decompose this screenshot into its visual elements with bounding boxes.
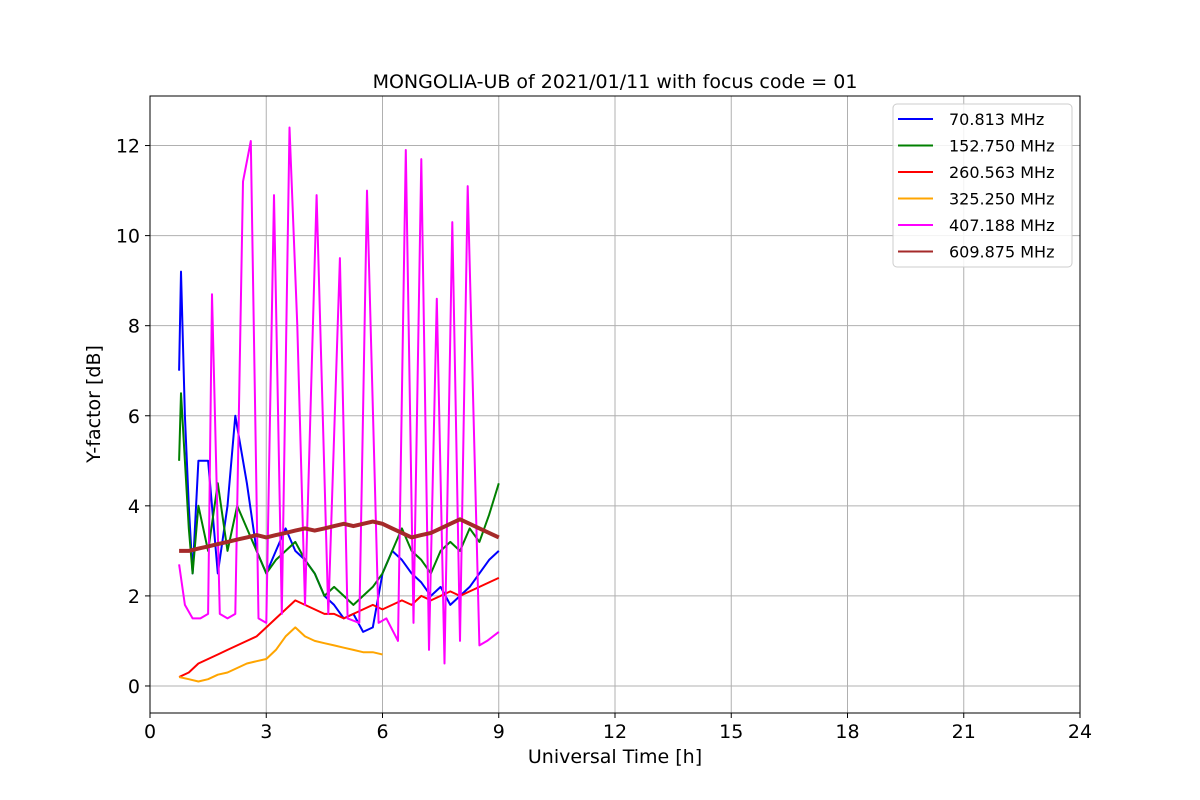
y-tick-label: 0 [128, 676, 140, 698]
legend: 70.813 MHz 152.750 MHz 260.563 MHz 325.250 … [892, 103, 1073, 268]
x-tick-label: 21 [952, 721, 976, 743]
legend-label-5: 609.875 MHz [949, 243, 1054, 262]
y-axis-ticks: 0 2 4 6 8 10 12 [116, 136, 150, 698]
x-tick-label: 9 [493, 721, 505, 743]
y-tick-label: 4 [128, 496, 140, 518]
x-tick-label: 3 [260, 721, 272, 743]
series-line-3 [178, 626, 383, 683]
x-tick-label: 24 [1068, 721, 1092, 743]
x-tick-label: 12 [603, 721, 627, 743]
legend-label-3: 325.250 MHz [949, 190, 1054, 209]
legend-label-2: 260.563 MHz [949, 163, 1054, 182]
series-line-4 [178, 126, 500, 665]
chart-title: MONGOLIA-UB of 2021/01/11 with focus cod… [373, 71, 858, 93]
x-tick-label: 0 [144, 721, 156, 743]
x-axis-label: Universal Time [h] [528, 746, 702, 768]
y-tick-label: 10 [116, 226, 140, 248]
y-tick-label: 6 [128, 406, 140, 428]
y-tick-label: 2 [128, 586, 140, 608]
x-tick-label: 18 [835, 721, 859, 743]
y-axis-label: Y-factor [dB] [83, 345, 105, 464]
series-line-5 [179, 517, 500, 553]
legend-label-0: 70.813 MHz [949, 110, 1044, 129]
x-tick-label: 6 [376, 721, 388, 743]
legend-label-1: 152.750 MHz [949, 137, 1054, 156]
y-tick-label: 8 [128, 316, 140, 338]
legend-label-4: 407.188 MHz [949, 216, 1054, 235]
x-tick-label: 15 [719, 721, 743, 743]
series-lines [178, 126, 500, 683]
legend-box [892, 103, 1073, 268]
y-tick-label: 12 [116, 136, 140, 158]
x-axis-ticks: 0 3 6 9 12 15 18 21 24 [144, 713, 1092, 743]
